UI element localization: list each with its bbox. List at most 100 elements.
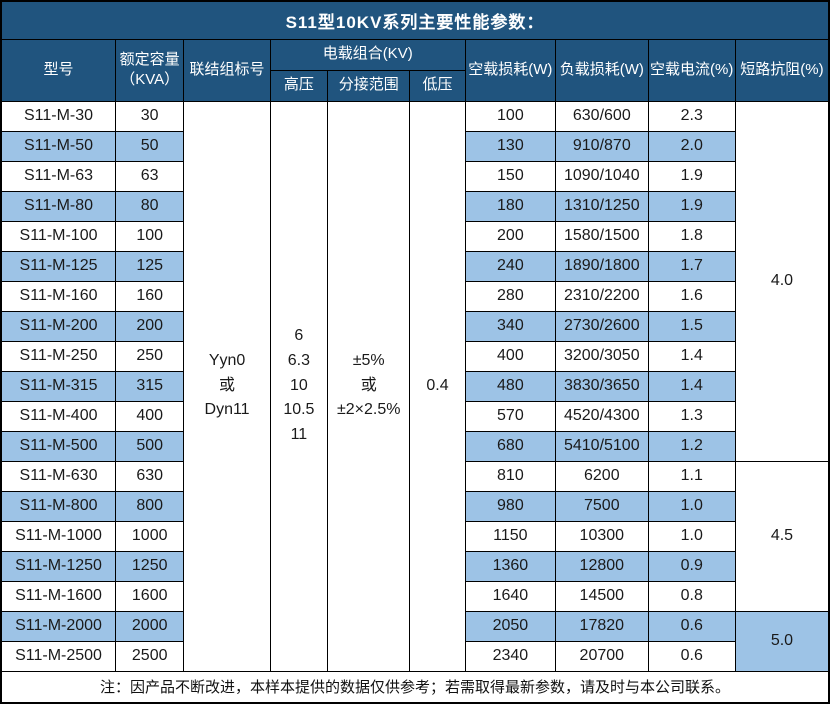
capacity-cell: 80 [115,190,185,222]
low-voltage-cell: 0.4 [409,100,466,672]
load-loss-cell: 20700 [555,640,649,672]
capacity-cell: 1250 [115,550,185,582]
col-header-load-combo: 电载组合(KV) [269,38,466,71]
table-row: S11-M-63 63 150 1090/1040 1.9 [0,160,829,192]
no-load-current-cell: 1.7 [647,250,736,282]
model-cell: S11-M-1000 [0,520,117,552]
no-load-current-cell: 0.6 [647,610,736,642]
capacity-cell: 1600 [115,580,185,612]
load-loss-cell: 2310/2200 [555,280,649,312]
capacity-cell: 2500 [115,640,185,672]
no-load-current-cell: 1.6 [647,280,736,312]
no-load-loss-cell: 1640 [464,580,557,612]
impedance-cell: 4.5 [734,460,830,612]
col-header-impedance: 短路抗阻(%) [734,38,830,102]
no-load-current-cell: 1.0 [647,490,736,522]
model-cell: S11-M-250 [0,340,117,372]
load-loss-cell: 1890/1800 [555,250,649,282]
model-cell: S11-M-125 [0,250,117,282]
model-cell: S11-M-100 [0,220,117,252]
model-cell: S11-M-1250 [0,550,117,582]
no-load-current-cell: 0.9 [647,550,736,582]
capacity-cell: 400 [115,400,185,432]
capacity-cell: 200 [115,310,185,342]
col-header-load-loss: 负载损耗(W) [555,38,649,102]
no-load-loss-cell: 680 [464,430,557,462]
impedance-cell: 5.0 [734,610,830,672]
no-load-loss-cell: 200 [464,220,557,252]
table-row: S11-M-50 50 130 910/870 2.0 [0,130,829,162]
model-cell: S11-M-800 [0,490,117,522]
capacity-cell: 250 [115,340,185,372]
no-load-loss-cell: 980 [464,490,557,522]
no-load-loss-cell: 240 [464,250,557,282]
table-row: S11-M-630 630 810 6200 1.1 4.5 [0,460,830,612]
table-row: S11-M-800 800 980 7500 1.0 [0,490,829,522]
tap-range-cell: ±5% 或 ±2×2.5% [327,100,411,672]
table-row: S11-M-125 125 240 1890/1800 1.7 [0,250,829,282]
col-header-no-load-current: 空载电流(%) [647,38,736,102]
capacity-cell: 125 [115,250,185,282]
no-load-loss-cell: 2340 [464,640,557,672]
load-loss-cell: 3830/3650 [555,370,649,402]
capacity-cell: 2000 [115,610,185,642]
load-loss-cell: 1310/1250 [555,190,649,222]
capacity-cell: 63 [115,160,185,192]
header-row-2: 高压 分接范围 低压 [1,69,829,102]
load-loss-cell: 910/870 [555,130,649,162]
no-load-loss-cell: 570 [464,400,557,432]
capacity-cell: 500 [115,430,185,462]
no-load-current-cell: 1.4 [647,340,736,372]
no-load-current-cell: 1.5 [647,310,736,342]
no-load-current-cell: 1.4 [647,370,736,402]
header-row-1: 型号 额定容量 （KVA） 联结组标号 电载组合(KV) 空载损耗(W) 负载损… [0,38,830,102]
table-row: S11-M-1250 1250 1360 12800 0.9 [0,550,829,582]
load-loss-cell: 17820 [555,610,649,642]
no-load-loss-cell: 400 [464,340,557,372]
load-loss-cell: 1580/1500 [555,220,649,252]
impedance-cell: 4.0 [734,100,830,462]
load-loss-cell: 630/600 [555,100,649,132]
capacity-cell: 30 [115,100,185,132]
load-loss-cell: 6200 [555,460,649,492]
capacity-cell: 630 [115,460,185,492]
col-header-connection: 联结组标号 [183,38,271,102]
load-loss-cell: 10300 [555,520,649,552]
page-title: S11型10KV系列主要性能参数： [0,0,830,40]
no-load-loss-cell: 280 [464,280,557,312]
model-cell: S11-M-315 [0,370,117,402]
col-header-high-voltage: 高压 [269,69,329,102]
no-load-loss-cell: 1150 [464,520,557,552]
model-cell: S11-M-1600 [0,580,117,612]
no-load-loss-cell: 130 [464,130,557,162]
table-row: S11-M-2000 2000 2050 17820 0.6 5.0 [0,610,830,672]
table-row: S11-M-30 30 Yyn0 或 Dyn11 6 6.3 10 10.5 1… [0,100,830,672]
no-load-current-cell: 1.9 [647,190,736,222]
col-header-capacity: 额定容量 （KVA） [115,38,185,102]
footnote: 注：因产品不断改进，本样本提供的数据仅供参考；若需取得最新参数，请及时与本公司联… [0,670,830,704]
no-load-loss-cell: 480 [464,370,557,402]
table-row: S11-M-400 400 570 4520/4300 1.3 [0,400,829,432]
table-row: S11-M-200 200 340 2730/2600 1.5 [0,310,829,342]
title-row: S11型10KV系列主要性能参数： [0,0,830,40]
table-row: S11-M-1000 1000 1150 10300 1.0 [0,520,829,552]
no-load-loss-cell: 2050 [464,610,557,642]
load-loss-cell: 12800 [555,550,649,582]
model-cell: S11-M-630 [0,460,117,492]
no-load-current-cell: 0.8 [647,580,736,612]
capacity-cell: 315 [115,370,185,402]
no-load-loss-cell: 180 [464,190,557,222]
connection-group-cell: Yyn0 或 Dyn11 [183,100,271,672]
table-row: S11-M-80 80 180 1310/1250 1.9 [0,190,829,222]
col-header-tap-range: 分接范围 [327,69,411,102]
model-cell: S11-M-160 [0,280,117,312]
no-load-current-cell: 1.2 [647,430,736,462]
model-cell: S11-M-63 [0,160,117,192]
model-cell: S11-M-50 [0,130,117,162]
model-cell: S11-M-80 [0,190,117,222]
model-cell: S11-M-200 [0,310,117,342]
model-cell: S11-M-30 [0,100,117,132]
col-header-no-load-loss: 空载损耗(W) [464,38,557,102]
table-row: S11-M-315 315 480 3830/3650 1.4 [0,370,829,402]
